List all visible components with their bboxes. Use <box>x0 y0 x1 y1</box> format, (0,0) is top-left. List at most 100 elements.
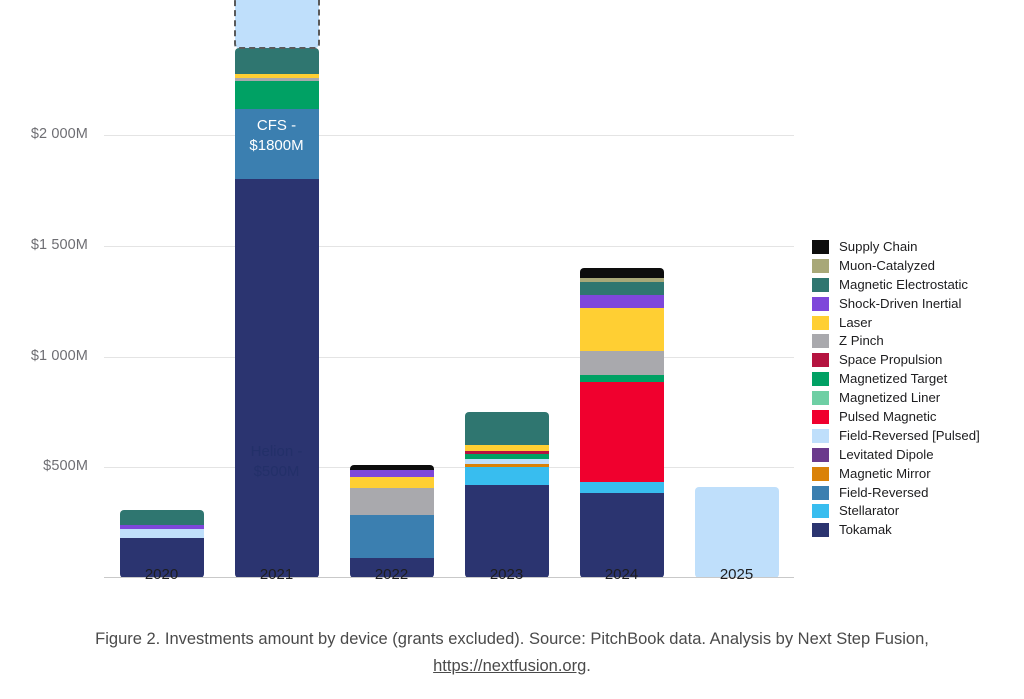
gridline <box>104 245 794 247</box>
legend-label: Z Pinch <box>839 333 884 349</box>
bar-segment[interactable] <box>234 108 319 180</box>
x-axis-tick-label-2025: 2025 <box>719 566 754 583</box>
legend-item-magnetic-electrostatic[interactable]: Magnetic Electrostatic <box>812 276 1012 294</box>
legend-item-magnetic-mirror[interactable]: Magnetic Mirror <box>812 465 1012 483</box>
y-axis-tick-label: $500M <box>43 458 88 475</box>
bar-2021-base[interactable] <box>234 47 319 578</box>
legend-swatch-icon <box>812 277 829 292</box>
legend-label: Space Propulsion <box>839 352 943 368</box>
gridline <box>104 356 794 358</box>
bar-segment[interactable] <box>464 444 549 451</box>
bar-segment[interactable] <box>464 459 549 465</box>
legend-item-tokamak[interactable]: Tokamak <box>812 521 1012 539</box>
bar-segment[interactable] <box>119 529 204 539</box>
bar-2023[interactable] <box>464 411 549 579</box>
legend-label: Pulsed Magnetic <box>839 409 937 425</box>
chart-plot-area: Helion - $500M CFS - $1800M <box>104 0 794 579</box>
legend-item-field-reversed[interactable]: Field-Reversed <box>812 484 1012 502</box>
legend-item-z-pinch[interactable]: Z Pinch <box>812 332 1012 350</box>
bar-segment[interactable] <box>579 351 664 376</box>
x-axis-line <box>104 576 794 578</box>
bar-segment[interactable] <box>464 484 549 578</box>
bar-2020[interactable] <box>119 510 204 578</box>
bar-segment[interactable] <box>349 558 434 578</box>
bar-segment[interactable] <box>464 464 549 468</box>
legend-item-field-reversed-pulsed[interactable]: Field-Reversed [Pulsed] <box>812 427 1012 445</box>
bar-2024[interactable] <box>579 268 664 578</box>
bar-2021-highlighted[interactable] <box>233 0 320 49</box>
bar-segment[interactable] <box>119 538 204 578</box>
legend-swatch-icon <box>812 372 829 387</box>
legend-label: Magnetized Liner <box>839 390 941 406</box>
bar-segment[interactable] <box>579 481 664 493</box>
bar-segment[interactable] <box>579 282 664 295</box>
bar-segment[interactable] <box>234 179 319 578</box>
chart-legend: Supply Chain Muon-Catalyzed Magnetic Elect… <box>812 238 1012 540</box>
legend-swatch-icon <box>812 334 829 349</box>
bar-segment[interactable] <box>579 277 664 283</box>
legend-item-muon-catalyzed[interactable]: Muon-Catalyzed <box>812 257 1012 275</box>
bar-segment[interactable] <box>119 510 204 525</box>
bar-segment[interactable] <box>579 492 664 578</box>
legend-swatch-icon <box>812 353 829 368</box>
legend-item-shock-driven-inertial[interactable]: Shock-Driven Inertial <box>812 295 1012 313</box>
y-axis-tick-label: $2 000M <box>30 126 88 143</box>
bar-segment[interactable] <box>234 74 319 79</box>
bar-segment[interactable] <box>349 514 434 559</box>
bar-segment[interactable] <box>464 450 549 454</box>
legend-label: Muon-Catalyzed <box>839 257 936 273</box>
legend-item-supply-chain[interactable]: Supply Chain <box>812 238 1012 256</box>
bar-segment[interactable] <box>349 488 434 515</box>
gridline <box>104 135 794 137</box>
caption-text-after: . <box>586 657 591 675</box>
x-axis-tick-label-2021: 2021 <box>259 566 294 583</box>
x-axis-tick-label-2020: 2020 <box>144 566 179 583</box>
bar-segment[interactable] <box>579 307 664 351</box>
bar-segment[interactable] <box>234 47 319 75</box>
legend-swatch-icon <box>812 315 829 330</box>
legend-swatch-icon <box>812 296 829 311</box>
bar-2025[interactable] <box>694 487 779 578</box>
caption-source-link[interactable]: https://nextfusion.org <box>433 657 587 675</box>
legend-label: Field-Reversed <box>839 484 929 500</box>
legend-item-laser[interactable]: Laser <box>812 314 1012 332</box>
legend-swatch-icon <box>812 428 829 443</box>
x-axis-tick-label-2023: 2023 <box>489 566 524 583</box>
legend-swatch-icon <box>812 485 829 500</box>
bar-segment[interactable] <box>464 453 549 460</box>
legend-item-pulsed-magnetic[interactable]: Pulsed Magnetic <box>812 408 1012 426</box>
legend-item-stellarator[interactable]: Stellarator <box>812 502 1012 520</box>
legend-label: Supply Chain <box>839 239 918 254</box>
bar-segment[interactable] <box>464 467 549 485</box>
legend-item-magnetized-target[interactable]: Magnetized Target <box>812 370 1012 388</box>
y-axis-tick-label: $1 000M <box>30 347 88 364</box>
legend-label: Levitated Dipole <box>839 446 934 462</box>
legend-label: Shock-Driven Inertial <box>839 295 962 311</box>
bar-segment[interactable] <box>694 487 779 578</box>
bar-segment[interactable] <box>579 375 664 382</box>
bar-2022[interactable] <box>349 465 434 578</box>
legend-item-levitated-dipole[interactable]: Levitated Dipole <box>812 446 1012 464</box>
legend-swatch-icon <box>812 258 829 273</box>
bar-segment[interactable] <box>119 524 204 530</box>
legend-item-magnetized-liner[interactable]: Magnetized Liner <box>812 389 1012 407</box>
legend-label: Field-Reversed [Pulsed] <box>839 427 980 443</box>
bar-segment[interactable] <box>349 465 434 470</box>
bar-segment[interactable] <box>234 78 319 81</box>
bar-segment[interactable] <box>579 381 664 482</box>
legend-swatch-icon <box>812 504 829 519</box>
bar-segment[interactable] <box>349 469 434 478</box>
legend-item-space-propulsion[interactable]: Space Propulsion <box>812 351 1012 369</box>
y-axis-tick-label: $1 500M <box>30 236 88 253</box>
legend-label: Tokamak <box>839 522 892 538</box>
legend-label: Magnetic Electrostatic <box>839 276 968 292</box>
bar-segment[interactable] <box>579 268 664 278</box>
legend-label: Magnetized Target <box>839 371 948 387</box>
bar-segment[interactable] <box>579 294 664 308</box>
bar-segment[interactable] <box>234 0 319 48</box>
bar-segment[interactable] <box>349 477 434 489</box>
bar-segment[interactable] <box>464 411 549 445</box>
bar-segment[interactable] <box>234 80 319 109</box>
caption-text-before: Figure 2. Investments amount by device (… <box>95 630 929 648</box>
